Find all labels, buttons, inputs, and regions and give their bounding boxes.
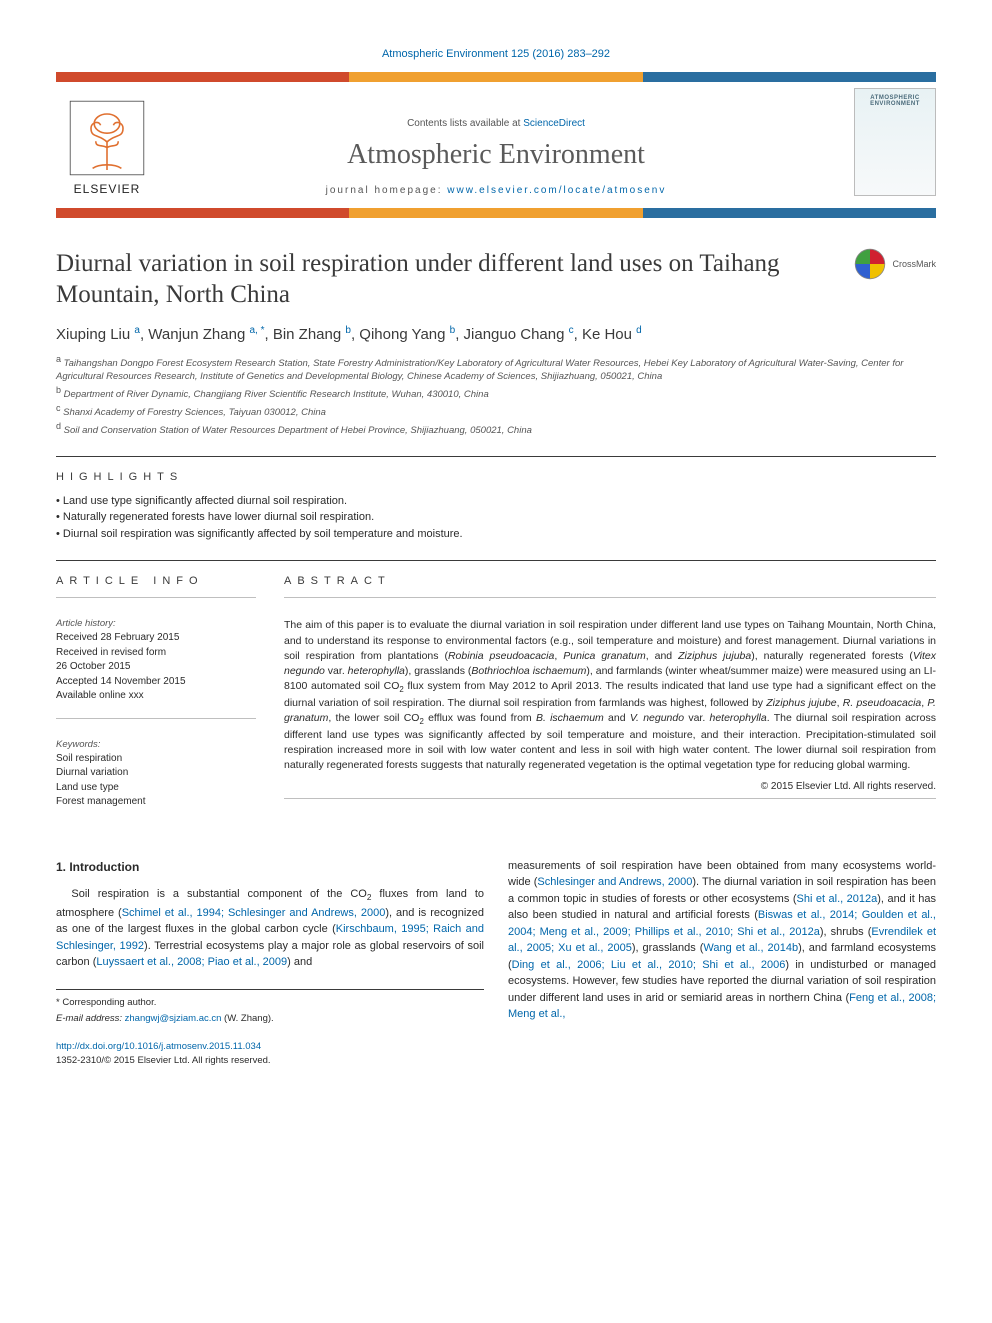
- affiliation: c Shanxi Academy of Forestry Sciences, T…: [56, 402, 936, 420]
- elsevier-tree-icon: [67, 98, 147, 178]
- article-info-column: ARTICLE INFO Article history: Received 2…: [56, 575, 256, 824]
- journal-cover-thumbnail: ATMOSPHERICENVIRONMENT: [854, 88, 936, 196]
- section-heading: 1. Introduction: [56, 858, 484, 876]
- affiliations-block: a Taihangshan Dongpo Forest Ecosystem Re…: [56, 353, 936, 438]
- decorative-color-bar-top: [56, 72, 936, 82]
- crossmark-icon: [854, 248, 886, 280]
- section-rule: [56, 456, 936, 457]
- highlight-item: Land use type significantly affected diu…: [56, 493, 936, 510]
- doi-link[interactable]: http://dx.doi.org/10.1016/j.atmosenv.201…: [56, 1041, 261, 1052]
- issn-copyright-line: 1352-2310/© 2015 Elsevier Ltd. All right…: [56, 1055, 271, 1066]
- highlight-item: Diurnal soil respiration was significant…: [56, 526, 936, 543]
- email-attribution: (W. Zhang).: [224, 1013, 274, 1024]
- running-head-citation: Atmospheric Environment 125 (2016) 283–2…: [56, 48, 936, 60]
- email-label: E-mail address:: [56, 1013, 122, 1024]
- affiliation: a Taihangshan Dongpo Forest Ecosystem Re…: [56, 353, 936, 385]
- keywords-head: Keywords:: [56, 739, 256, 750]
- abstract-copyright: © 2015 Elsevier Ltd. All rights reserved…: [284, 781, 936, 792]
- journal-name: Atmospheric Environment: [158, 139, 834, 171]
- crossmark-badge[interactable]: CrossMark: [854, 248, 936, 280]
- corresponding-author-line: * Corresponding author.: [56, 996, 484, 1010]
- cover-thumb-title: ATMOSPHERICENVIRONMENT: [870, 95, 920, 107]
- introduction-section: 1. Introduction Soil respiration is a su…: [56, 858, 936, 1069]
- abstract-text: The aim of this paper is to evaluate the…: [284, 618, 936, 773]
- body-paragraph: measurements of soil respiration have be…: [508, 858, 936, 1023]
- journal-homepage-line: journal homepage: www.elsevier.com/locat…: [158, 185, 834, 196]
- highlights-section: HIGHLIGHTS Land use type significantly a…: [56, 471, 936, 543]
- page: Atmospheric Environment 125 (2016) 283–2…: [0, 0, 992, 1109]
- highlight-item: Naturally regenerated forests have lower…: [56, 509, 936, 526]
- body-paragraph: Soil respiration is a substantial compon…: [56, 886, 484, 971]
- article-history-head: Article history:: [56, 618, 256, 629]
- contents-lists-line: Contents lists available at ScienceDirec…: [158, 118, 834, 129]
- sciencedirect-link[interactable]: ScienceDirect: [523, 118, 585, 129]
- journal-homepage-link[interactable]: www.elsevier.com/locate/atmosenv: [447, 185, 666, 196]
- doi-block: http://dx.doi.org/10.1016/j.atmosenv.201…: [56, 1040, 484, 1069]
- corresponding-author-footnote: * Corresponding author. E-mail address: …: [56, 989, 484, 1027]
- author-list: Xiuping Liu a, Wanjun Zhang a, *, Bin Zh…: [56, 325, 936, 343]
- affiliation: d Soil and Conservation Station of Water…: [56, 420, 936, 438]
- keywords-text: Soil respirationDiurnal variationLand us…: [56, 752, 256, 810]
- section-rule: [56, 560, 936, 561]
- abstract-column: ABSTRACT The aim of this paper is to eva…: [284, 575, 936, 824]
- highlights-label: HIGHLIGHTS: [56, 471, 936, 483]
- publisher-logo: ELSEVIER: [56, 98, 158, 196]
- crossmark-label: CrossMark: [892, 259, 936, 269]
- article-info-label: ARTICLE INFO: [56, 575, 256, 587]
- publisher-logo-text: ELSEVIER: [74, 182, 141, 196]
- decorative-color-bar-bottom: [56, 208, 936, 218]
- corresponding-email-link[interactable]: zhangwj@sjziam.ac.cn: [125, 1013, 222, 1024]
- abstract-label: ABSTRACT: [284, 575, 936, 587]
- journal-banner: ELSEVIER Contents lists available at Sci…: [56, 82, 936, 206]
- affiliation: b Department of River Dynamic, Changjian…: [56, 384, 936, 402]
- article-history-text: Received 28 February 2015Received in rev…: [56, 631, 256, 704]
- paper-title: Diurnal variation in soil respiration un…: [56, 248, 806, 311]
